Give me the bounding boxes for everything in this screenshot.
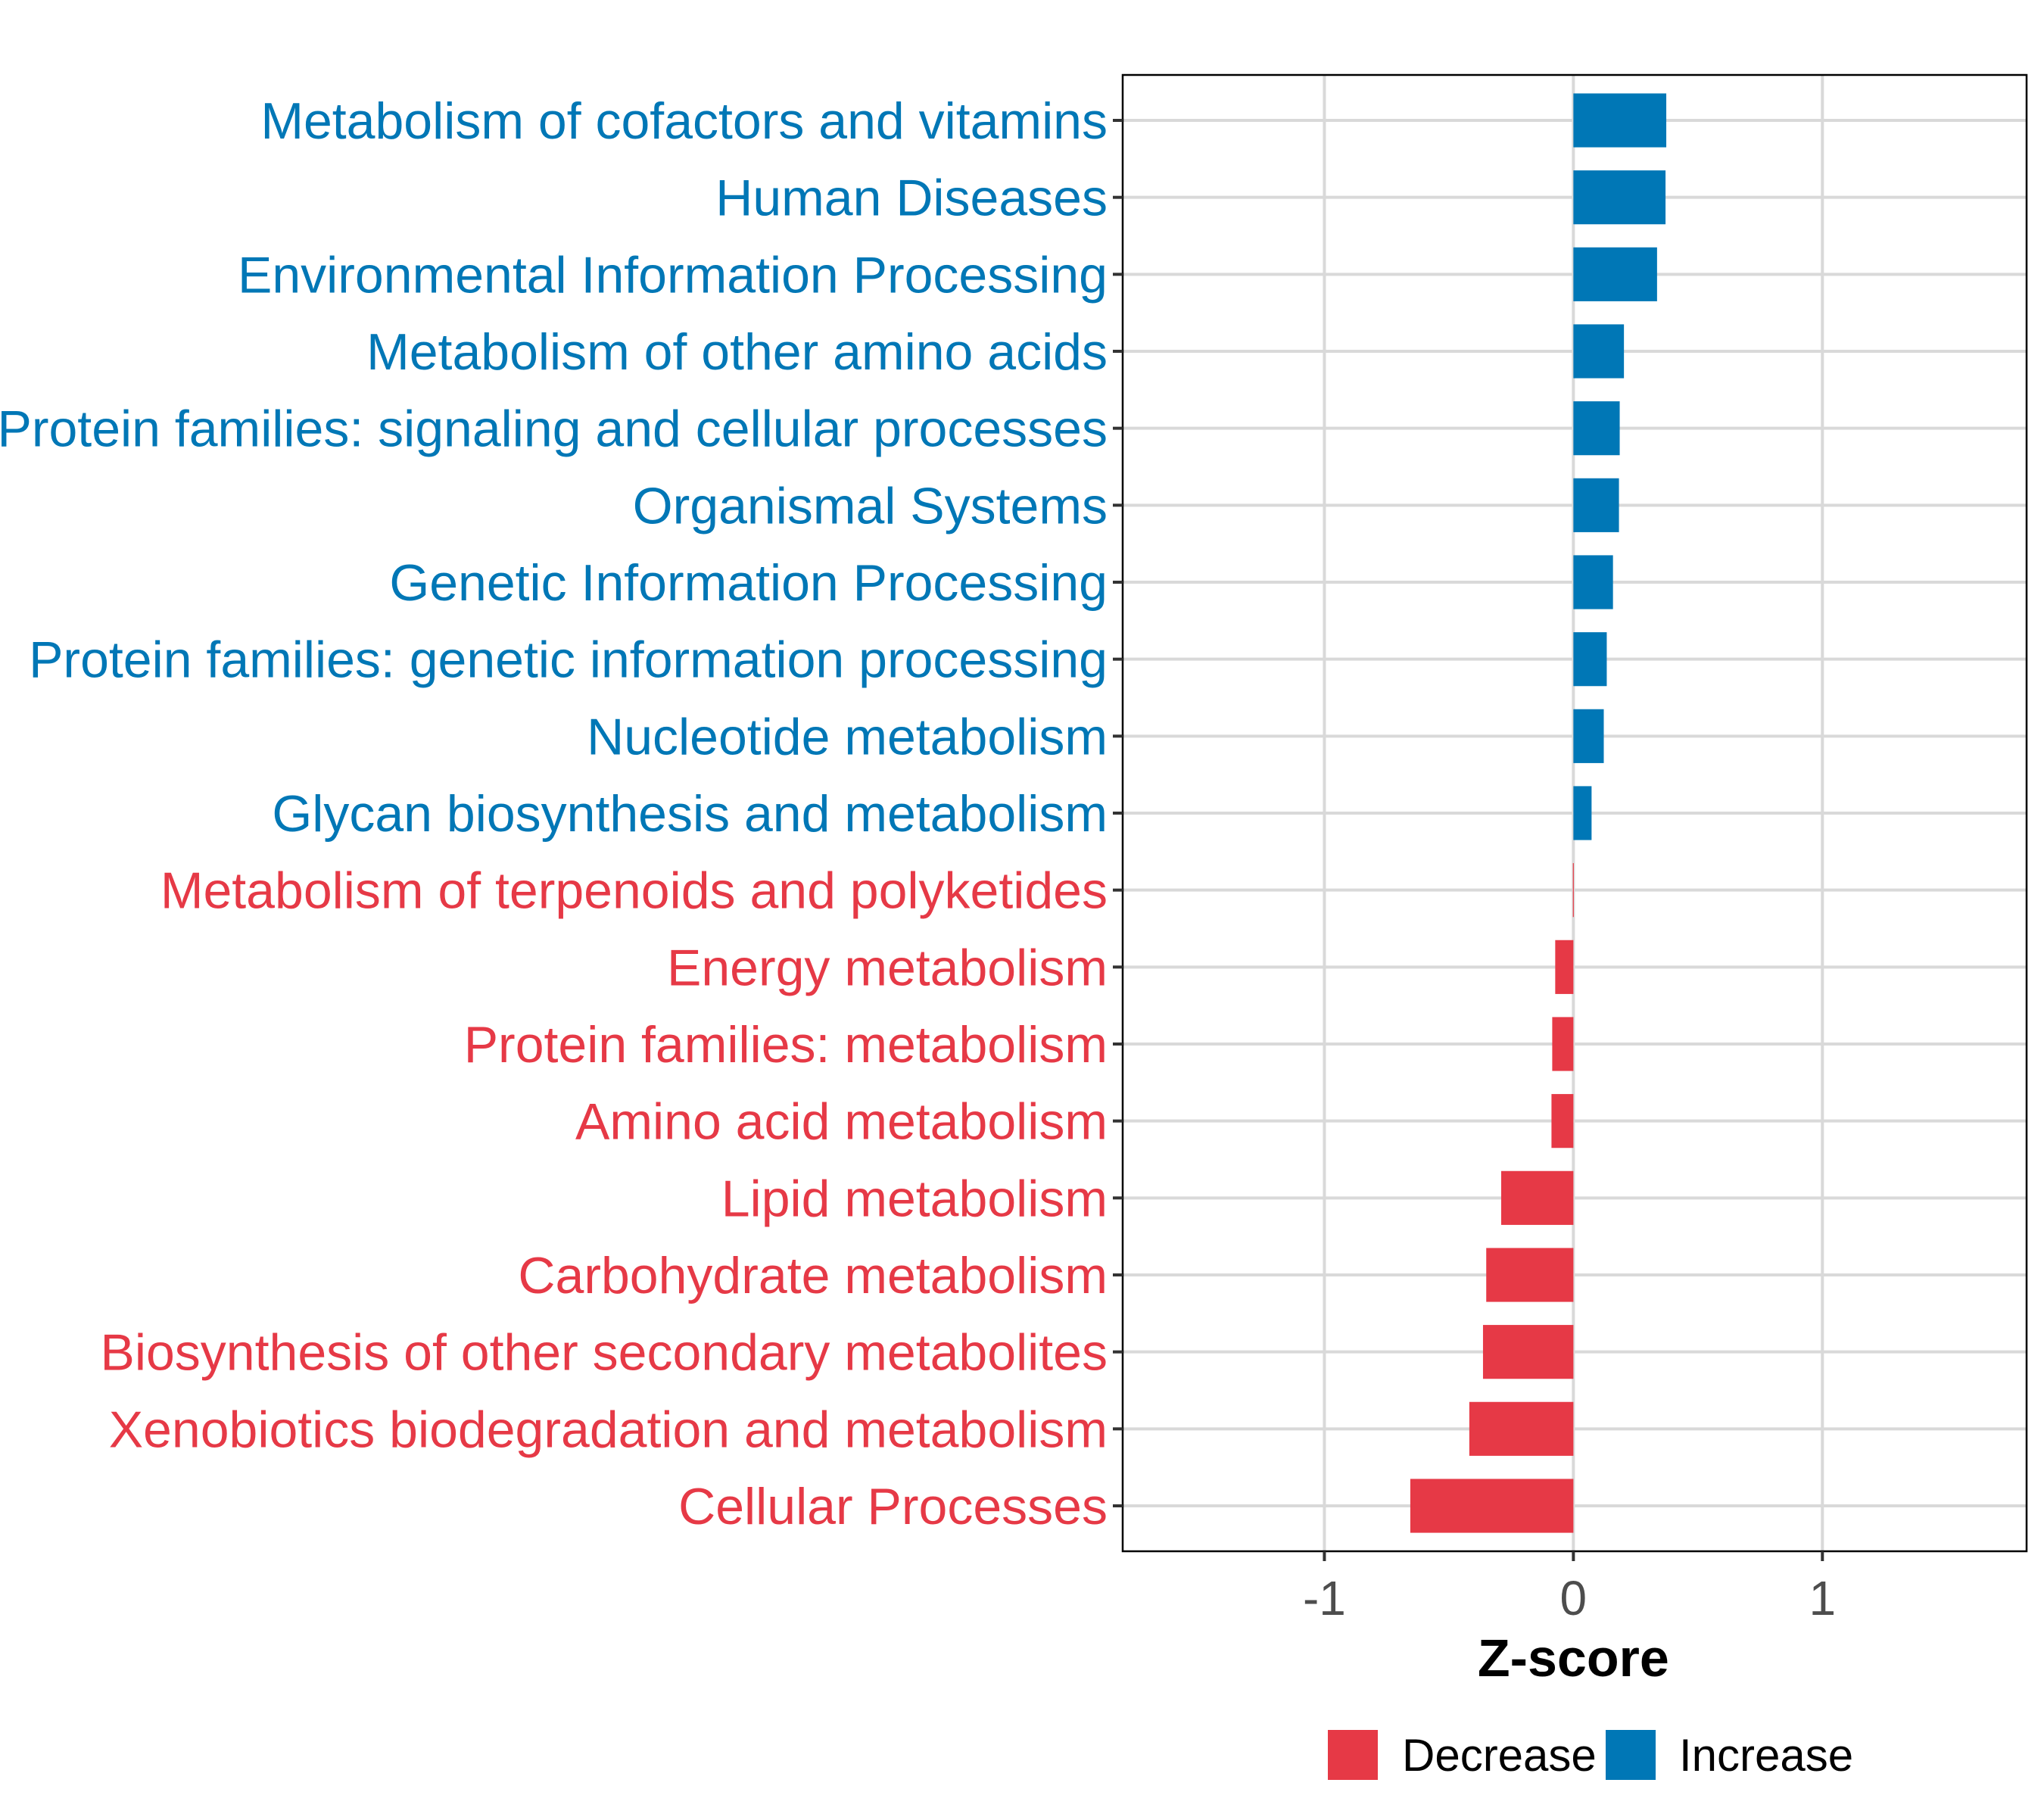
bar bbox=[1573, 170, 1666, 225]
category-label: Nucleotide metabolism bbox=[587, 708, 1108, 765]
legend-item-decrease: Decrease bbox=[1328, 1730, 1597, 1781]
category-label: Xenobiotics biodegradation and metabolis… bbox=[109, 1401, 1108, 1458]
category-label: Lipid metabolism bbox=[721, 1170, 1108, 1227]
legend-key bbox=[1328, 1730, 1378, 1780]
legend-label: Increase bbox=[1679, 1730, 1853, 1781]
bar bbox=[1572, 863, 1574, 918]
bar bbox=[1573, 401, 1620, 456]
category-label: Carbohydrate metabolism bbox=[518, 1247, 1108, 1304]
x-tick-label: 0 bbox=[1560, 1571, 1588, 1625]
category-label: Metabolism of other amino acids bbox=[366, 323, 1108, 381]
x-tick-label: 1 bbox=[1809, 1571, 1836, 1625]
bar bbox=[1573, 786, 1592, 840]
bar bbox=[1573, 709, 1604, 763]
legend-item-increase: Increase bbox=[1606, 1730, 1853, 1781]
category-label: Energy metabolism bbox=[667, 939, 1108, 996]
bar bbox=[1573, 632, 1607, 687]
bar bbox=[1573, 247, 1657, 301]
category-label: Glycan biosynthesis and metabolism bbox=[272, 785, 1108, 843]
y-axis-labels: Metabolism of cofactors and vitamins Huma… bbox=[0, 92, 1108, 1535]
bar bbox=[1573, 93, 1667, 148]
category-label: Protein families: genetic information pr… bbox=[29, 631, 1108, 689]
bar bbox=[1410, 1479, 1574, 1533]
category-label: Cellular Processes bbox=[678, 1478, 1108, 1535]
x-axis-ticks bbox=[1323, 1551, 1824, 1561]
bar bbox=[1482, 1325, 1574, 1379]
category-label: Human Diseases bbox=[715, 170, 1108, 227]
category-label: Organismal Systems bbox=[633, 477, 1108, 535]
bar bbox=[1551, 1094, 1574, 1148]
x-axis-labels: -1 0 1 bbox=[1303, 1571, 1836, 1625]
bar bbox=[1552, 1017, 1574, 1071]
y-axis-ticks bbox=[1113, 119, 1123, 1507]
category-label: Protein families: metabolism bbox=[464, 1016, 1108, 1074]
bars bbox=[1410, 93, 1667, 1533]
bar bbox=[1469, 1401, 1574, 1456]
category-label: Metabolism of terpenoids and polyketides bbox=[160, 862, 1108, 920]
category-label: Genetic Information Processing bbox=[389, 554, 1108, 612]
x-axis-title: Z-score bbox=[1478, 1628, 1669, 1688]
category-label: Environmental Information Processing bbox=[238, 246, 1108, 304]
category-label: Protein families: signaling and cellular… bbox=[0, 400, 1108, 458]
category-label: Biosynthesis of other secondary metaboli… bbox=[101, 1324, 1108, 1382]
bar bbox=[1573, 555, 1613, 609]
legend-label: Decrease bbox=[1402, 1730, 1597, 1781]
category-label: Metabolism of cofactors and vitamins bbox=[260, 92, 1108, 150]
bar bbox=[1486, 1248, 1574, 1302]
bar bbox=[1500, 1170, 1574, 1225]
bar bbox=[1573, 478, 1619, 532]
category-label: Amino acid metabolism bbox=[575, 1093, 1108, 1151]
legend: Decrease Increase bbox=[1328, 1730, 1853, 1781]
x-tick-label: -1 bbox=[1303, 1571, 1346, 1625]
bar bbox=[1573, 324, 1625, 379]
bar bbox=[1555, 940, 1574, 994]
legend-key bbox=[1606, 1730, 1656, 1780]
